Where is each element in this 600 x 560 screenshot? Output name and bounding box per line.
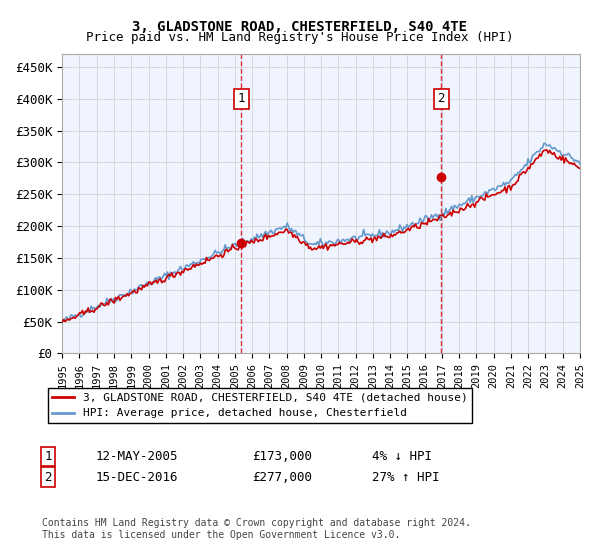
Text: Price paid vs. HM Land Registry's House Price Index (HPI): Price paid vs. HM Land Registry's House … — [86, 31, 514, 44]
Text: £277,000: £277,000 — [252, 470, 312, 484]
Text: 3, GLADSTONE ROAD, CHESTERFIELD, S40 4TE: 3, GLADSTONE ROAD, CHESTERFIELD, S40 4TE — [133, 20, 467, 34]
Text: 4% ↓ HPI: 4% ↓ HPI — [372, 450, 432, 463]
Text: 1: 1 — [44, 450, 52, 463]
Text: 2: 2 — [437, 92, 445, 105]
Text: 27% ↑ HPI: 27% ↑ HPI — [372, 470, 439, 484]
Text: 2: 2 — [44, 470, 52, 484]
Text: 15-DEC-2016: 15-DEC-2016 — [96, 470, 179, 484]
Text: Contains HM Land Registry data © Crown copyright and database right 2024.
This d: Contains HM Land Registry data © Crown c… — [42, 518, 471, 540]
Text: 12-MAY-2005: 12-MAY-2005 — [96, 450, 179, 463]
Text: 1: 1 — [237, 92, 245, 105]
Text: £173,000: £173,000 — [252, 450, 312, 463]
Legend: 3, GLADSTONE ROAD, CHESTERFIELD, S40 4TE (detached house), HPI: Average price, d: 3, GLADSTONE ROAD, CHESTERFIELD, S40 4TE… — [47, 389, 472, 423]
